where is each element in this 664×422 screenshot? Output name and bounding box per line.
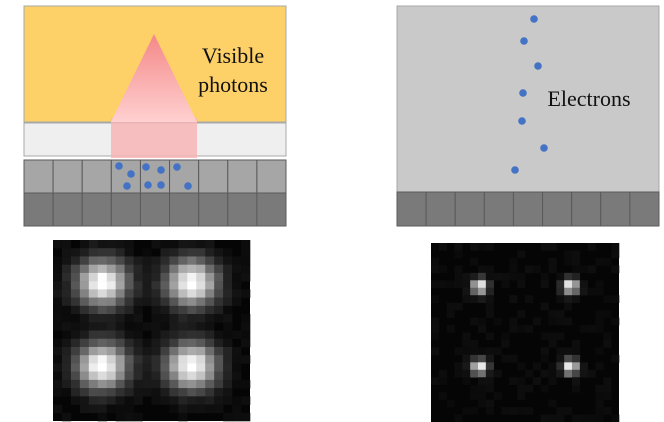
charge-dot [157, 181, 165, 189]
electrons-label: Electrons [547, 86, 630, 111]
pixel-cell [52, 159, 83, 194]
pixel-cell [23, 192, 54, 227]
pixel-cell [227, 192, 258, 227]
pixel-cell [571, 191, 602, 227]
pixel-cell [512, 191, 544, 227]
electron-dot [534, 62, 542, 70]
blurred-spots-image [53, 240, 251, 422]
pixel-cell [81, 192, 112, 227]
charge-cluster [115, 162, 192, 190]
indirect-detector-schematic: Visible photons [23, 5, 287, 227]
pixel-cell [81, 159, 112, 194]
pixel-cell [198, 192, 229, 227]
light-column [111, 118, 197, 158]
direct-pixel-array [396, 191, 660, 227]
visible-label-line1: Visible [202, 43, 264, 68]
pixel-cell [23, 159, 54, 194]
vacuum-region [396, 5, 660, 193]
pixel-cell [425, 191, 456, 227]
charge-dot [157, 166, 165, 174]
electron-dot [511, 166, 519, 174]
electron-dot [520, 37, 528, 45]
pixel-cell [256, 159, 287, 194]
charge-dot [142, 163, 150, 171]
pixel-cell [110, 192, 141, 227]
direct-detector-schematic: Electrons [396, 5, 660, 227]
pixel-cell [256, 192, 287, 227]
pixel-cell [198, 159, 229, 194]
electron-dot [540, 144, 548, 152]
pixel-cell [600, 191, 631, 227]
pixel-cell [52, 192, 83, 227]
electron-dot [519, 89, 527, 97]
pixel-cell [396, 191, 427, 227]
electron-track [511, 15, 548, 174]
pixel-array [23, 159, 287, 227]
pixel-cell [542, 191, 573, 227]
charge-dot [115, 162, 123, 170]
pixel-cell [454, 191, 485, 227]
visible-label-line2: photons [198, 72, 268, 97]
pixel-cell [227, 159, 258, 194]
charge-dot [144, 181, 152, 189]
charge-dot [127, 170, 135, 178]
charge-dot [123, 182, 131, 190]
electron-dot [530, 15, 538, 23]
pixel-cell [169, 192, 200, 227]
pixel-cell [139, 192, 171, 227]
pixel-cell [483, 191, 514, 227]
electron-dot [518, 117, 526, 125]
pixel-cell [629, 191, 660, 227]
charge-dot [173, 163, 181, 171]
sharp-spots-image [431, 243, 620, 422]
photon-cone [111, 34, 197, 122]
charge-dot [184, 182, 192, 190]
